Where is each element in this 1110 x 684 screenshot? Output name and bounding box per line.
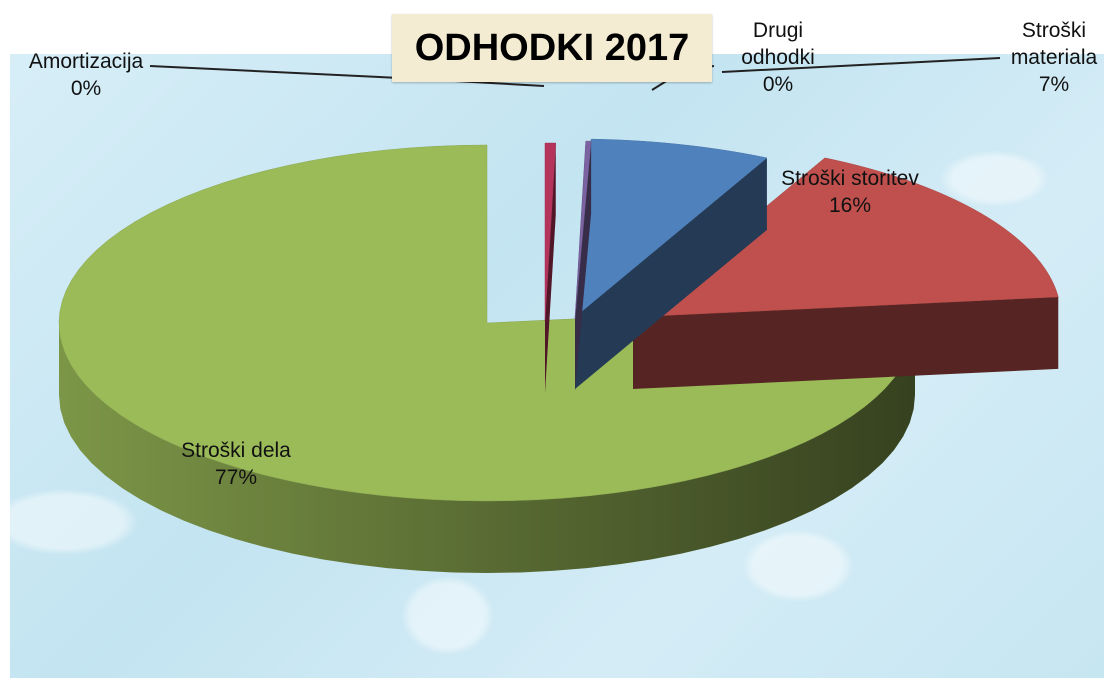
label-stroski-materiala-pct: 7%	[1038, 73, 1070, 96]
slice-amortizacija-cut-face	[545, 143, 556, 393]
slice-stroski-dela-top	[58, 144, 916, 502]
slice-stroski-storitev	[632, 157, 1059, 389]
slice-drugi-odhodki-cut-face	[575, 141, 592, 391]
slice-stroski-storitev-cut-face	[633, 296, 1059, 389]
slice-stroski-materiala-top	[574, 138, 768, 318]
label-drugi-odhodki-pct: 0%	[762, 73, 794, 96]
label-drugi-odhodki-line1: Drugi	[752, 19, 804, 42]
slice-amortizacija-top	[544, 142, 557, 322]
label-amortizacija-name: Amortizacija	[28, 50, 144, 73]
slice-stroski-dela-side	[59, 323, 915, 573]
label-amortizacija-pct: 0%	[70, 77, 102, 100]
slice-stroski-materiala-cut-face	[575, 157, 767, 389]
label-stroski-dela-name: Stroški dela	[181, 439, 291, 462]
label-stroski-materiala: Stroški materiala 7%	[996, 17, 1110, 98]
chart-title: ODHODKI 2017	[392, 14, 712, 82]
label-stroski-materiala-line2: materiala	[1010, 46, 1098, 69]
leader-stroski-materiala	[721, 57, 1001, 73]
slice-stroski-storitev-top	[632, 157, 1059, 318]
slice-drugi-odhodki-top	[574, 140, 592, 320]
label-stroski-materiala-line1: Stroški	[1021, 19, 1087, 42]
slice-amortizacija	[544, 142, 557, 393]
label-stroski-storitev: Stroški storitev 16%	[752, 165, 948, 219]
slice-drugi-odhodki	[574, 140, 592, 391]
label-stroski-storitev-pct: 16%	[828, 194, 872, 217]
label-stroski-dela: Stroški dela 77%	[156, 437, 316, 491]
label-drugi-odhodki: Drugi odhodki 0%	[726, 17, 830, 98]
label-stroski-dela-pct: 77%	[214, 466, 258, 489]
label-drugi-odhodki-line2: odhodki	[741, 46, 815, 69]
label-stroski-storitev-name: Stroški storitev	[781, 167, 919, 190]
label-amortizacija: Amortizacija 0%	[8, 48, 164, 102]
